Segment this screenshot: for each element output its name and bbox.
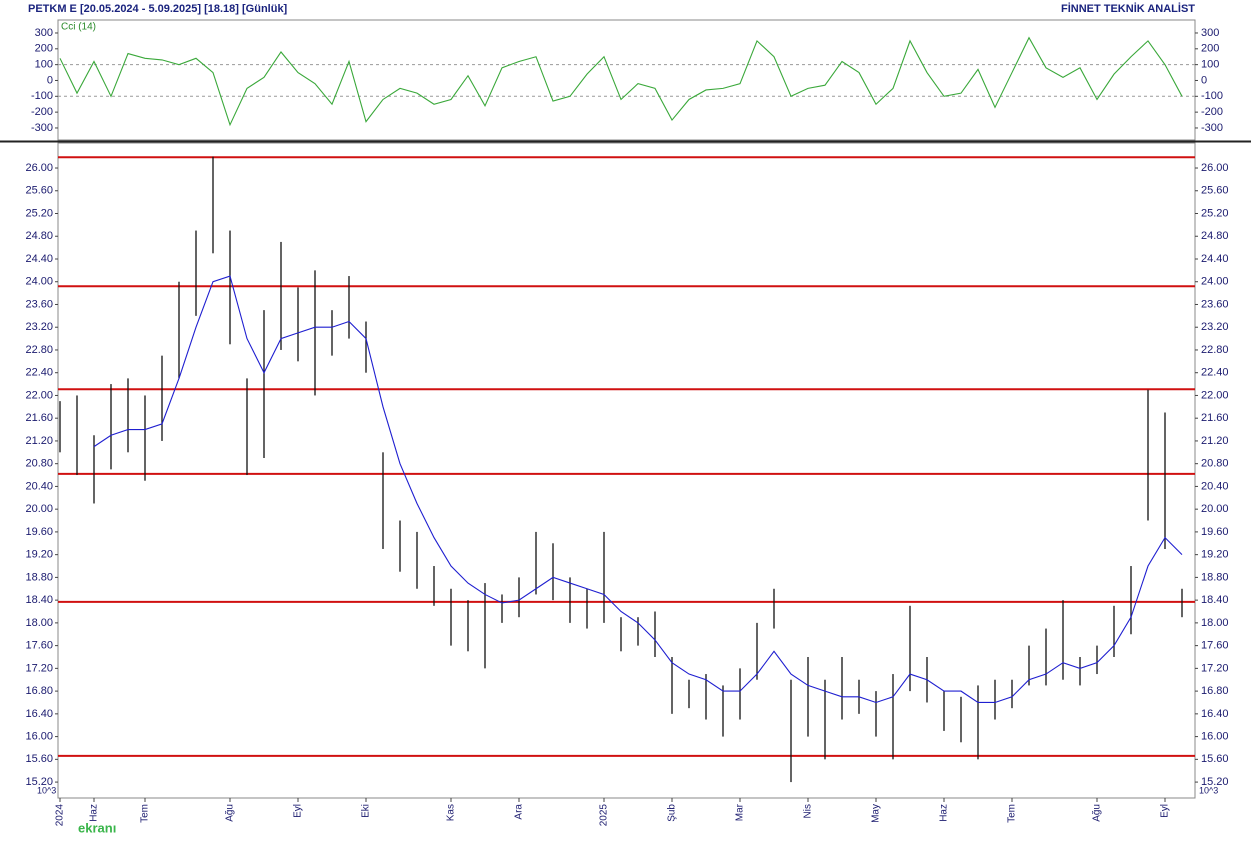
- x-tick-label: Ağu: [225, 804, 236, 822]
- y-tick-label: 17.20: [1201, 662, 1229, 674]
- header: PETKM E [20.05.2024 - 5.09.2025] [18.18]…: [28, 3, 288, 15]
- scale-note: 10^3: [37, 785, 56, 795]
- y-tick-label: 19.20: [1201, 549, 1229, 561]
- y-tick-label: 21.20: [1201, 435, 1229, 447]
- x-tick-label: Eki: [361, 804, 372, 818]
- x-tick-label: Tem: [1007, 804, 1018, 823]
- y-tick-label: 21.60: [1201, 412, 1229, 424]
- y-tick-label: 22.40: [25, 367, 53, 379]
- y-tick-label: 19.60: [1201, 526, 1229, 538]
- y-tick-label: 24.40: [1201, 253, 1229, 265]
- y-tick-label: -100: [31, 90, 53, 102]
- y-tick-label: 300: [1201, 27, 1219, 39]
- y-tick-label: 0: [1201, 74, 1207, 86]
- y-tick-label: 300: [35, 27, 53, 39]
- y-tick-label: 100: [35, 59, 53, 71]
- y-tick-label: -100: [1201, 90, 1223, 102]
- y-tick-label: 23.60: [25, 298, 53, 310]
- y-tick-label: 24.80: [25, 230, 53, 242]
- y-tick-label: 20.00: [1201, 503, 1229, 515]
- y-tick-label: 24.00: [25, 276, 53, 288]
- x-tick-label: Kas: [446, 804, 457, 821]
- y-tick-label: 25.60: [1201, 185, 1229, 197]
- cci-panel: [57, 19, 1196, 141]
- y-tick-label: 15.20: [1201, 776, 1229, 788]
- y-tick-label: 19.60: [25, 526, 53, 538]
- y-tick-label: 25.20: [25, 207, 53, 219]
- cci-title: Cci (14): [61, 22, 96, 33]
- y-tick-label: 15.20: [25, 776, 53, 788]
- cci-line: [59, 36, 1183, 127]
- y-tick-label: 16.40: [1201, 708, 1229, 720]
- x-tick-label: Eyl: [1160, 804, 1171, 818]
- x-tick-label: 2024: [55, 804, 66, 827]
- y-tick-label: 20.40: [1201, 480, 1229, 492]
- x-tick-label: Tem: [140, 804, 151, 823]
- scale-note: 10^3: [1199, 785, 1218, 795]
- y-tick-label: 18.40: [25, 594, 53, 606]
- x-tick-label: Ara: [514, 804, 525, 820]
- x-tick-label: 2025: [599, 804, 610, 827]
- y-tick-label: 18.00: [1201, 617, 1229, 629]
- y-tick-label: 23.20: [25, 321, 53, 333]
- x-tick-label: Eyl: [293, 804, 304, 818]
- y-tick-label: 20.80: [1201, 458, 1229, 470]
- watermark: ekranı: [78, 820, 116, 835]
- y-tick-label: 18.80: [1201, 571, 1229, 583]
- y-tick-label: 22.80: [1201, 344, 1229, 356]
- y-tick-label: 22.80: [25, 344, 53, 356]
- y-tick-label: 21.60: [25, 412, 53, 424]
- y-tick-label: 20.00: [25, 503, 53, 515]
- y-tick-label: 16.80: [25, 685, 53, 697]
- y-tick-label: 18.40: [1201, 594, 1229, 606]
- x-tick-label: Mar: [735, 803, 746, 821]
- x-tick-label: Haz: [939, 804, 950, 822]
- y-tick-label: 24.80: [1201, 230, 1229, 242]
- y-tick-label: -300: [1201, 122, 1223, 134]
- y-tick-label: 19.20: [25, 549, 53, 561]
- y-tick-label: 22.00: [1201, 389, 1229, 401]
- y-tick-label: 15.60: [25, 753, 53, 765]
- y-tick-label: 18.00: [25, 617, 53, 629]
- y-tick-label: 17.60: [1201, 640, 1229, 652]
- y-tick-label: 22.00: [25, 389, 53, 401]
- y-tick-label: 100: [1201, 59, 1219, 71]
- y-tick-label: 16.80: [1201, 685, 1229, 697]
- moving-average: [93, 275, 1183, 704]
- y-tick-label: 20.40: [25, 480, 53, 492]
- y-tick-label: 20.80: [25, 458, 53, 470]
- y-tick-label: -200: [31, 106, 53, 118]
- y-tick-label: 17.20: [25, 662, 53, 674]
- x-tick-label: May: [871, 804, 882, 823]
- y-tick-label: 21.20: [25, 435, 53, 447]
- y-tick-label: 23.20: [1201, 321, 1229, 333]
- y-tick-label: -300: [31, 122, 53, 134]
- y-tick-label: 200: [35, 43, 53, 55]
- y-tick-label: 16.40: [25, 708, 53, 720]
- y-tick-label: 17.60: [25, 640, 53, 652]
- price-panel: [57, 142, 1196, 799]
- y-tick-label: 23.60: [1201, 298, 1229, 310]
- y-tick-label: 24.40: [25, 253, 53, 265]
- y-tick-label: 25.60: [25, 185, 53, 197]
- y-tick-label: 18.80: [25, 571, 53, 583]
- y-tick-label: 25.20: [1201, 207, 1229, 219]
- y-tick-label: 15.60: [1201, 753, 1229, 765]
- y-tick-label: 24.00: [1201, 276, 1229, 288]
- y-tick-label: 26.00: [1201, 162, 1229, 174]
- y-tick-label: 200: [1201, 43, 1219, 55]
- y-tick-label: 26.00: [25, 162, 53, 174]
- brand: FİNNET TEKNİK ANALİST: [1061, 2, 1195, 15]
- x-tick-label: Haz: [89, 804, 100, 822]
- x-tick-label: Ağu: [1092, 804, 1103, 822]
- x-tick-label: Şub: [667, 804, 678, 822]
- y-tick-label: 0: [47, 74, 53, 86]
- y-tick-label: 16.00: [25, 731, 53, 743]
- y-tick-label: 22.40: [1201, 367, 1229, 379]
- y-tick-label: 16.00: [1201, 731, 1229, 743]
- x-tick-label: Nis: [803, 804, 814, 818]
- y-tick-label: -200: [1201, 106, 1223, 118]
